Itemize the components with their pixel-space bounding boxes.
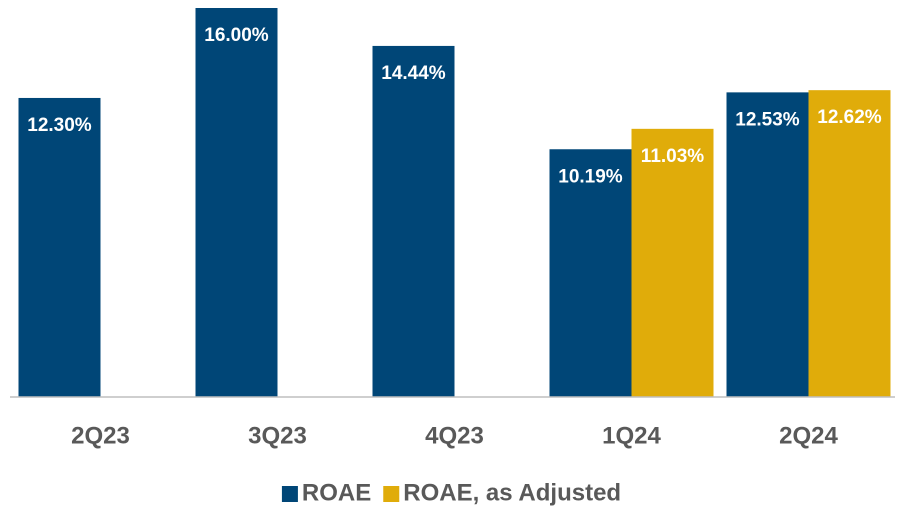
bar (372, 45, 455, 398)
bar (808, 90, 891, 398)
x-tick-label: 1Q24 (602, 422, 661, 449)
x-tick-label: 4Q23 (425, 422, 484, 449)
bar (18, 97, 101, 398)
bar (195, 8, 278, 397)
legend-swatch (383, 486, 400, 502)
legend-label: ROAE (302, 479, 371, 506)
bar (631, 128, 714, 397)
value-label: 14.44% (381, 63, 446, 84)
legend-label: ROAE, as Adjusted (403, 479, 621, 506)
legend: ROAE ROAE, as Adjusted (281, 479, 621, 506)
x-tick-label: 3Q23 (248, 422, 307, 449)
value-label: 16.00% (204, 25, 269, 46)
value-label: 12.62% (817, 107, 882, 128)
value-label: 12.53% (735, 109, 800, 130)
x-tick-label: 2Q24 (779, 422, 838, 449)
value-label: 11.03% (641, 146, 704, 167)
legend-swatch (281, 486, 298, 502)
x-tick-label: 2Q23 (71, 422, 130, 449)
bar (726, 92, 809, 397)
value-label: 10.19% (558, 166, 623, 187)
value-label: 12.30% (27, 115, 92, 136)
bar (549, 149, 632, 397)
